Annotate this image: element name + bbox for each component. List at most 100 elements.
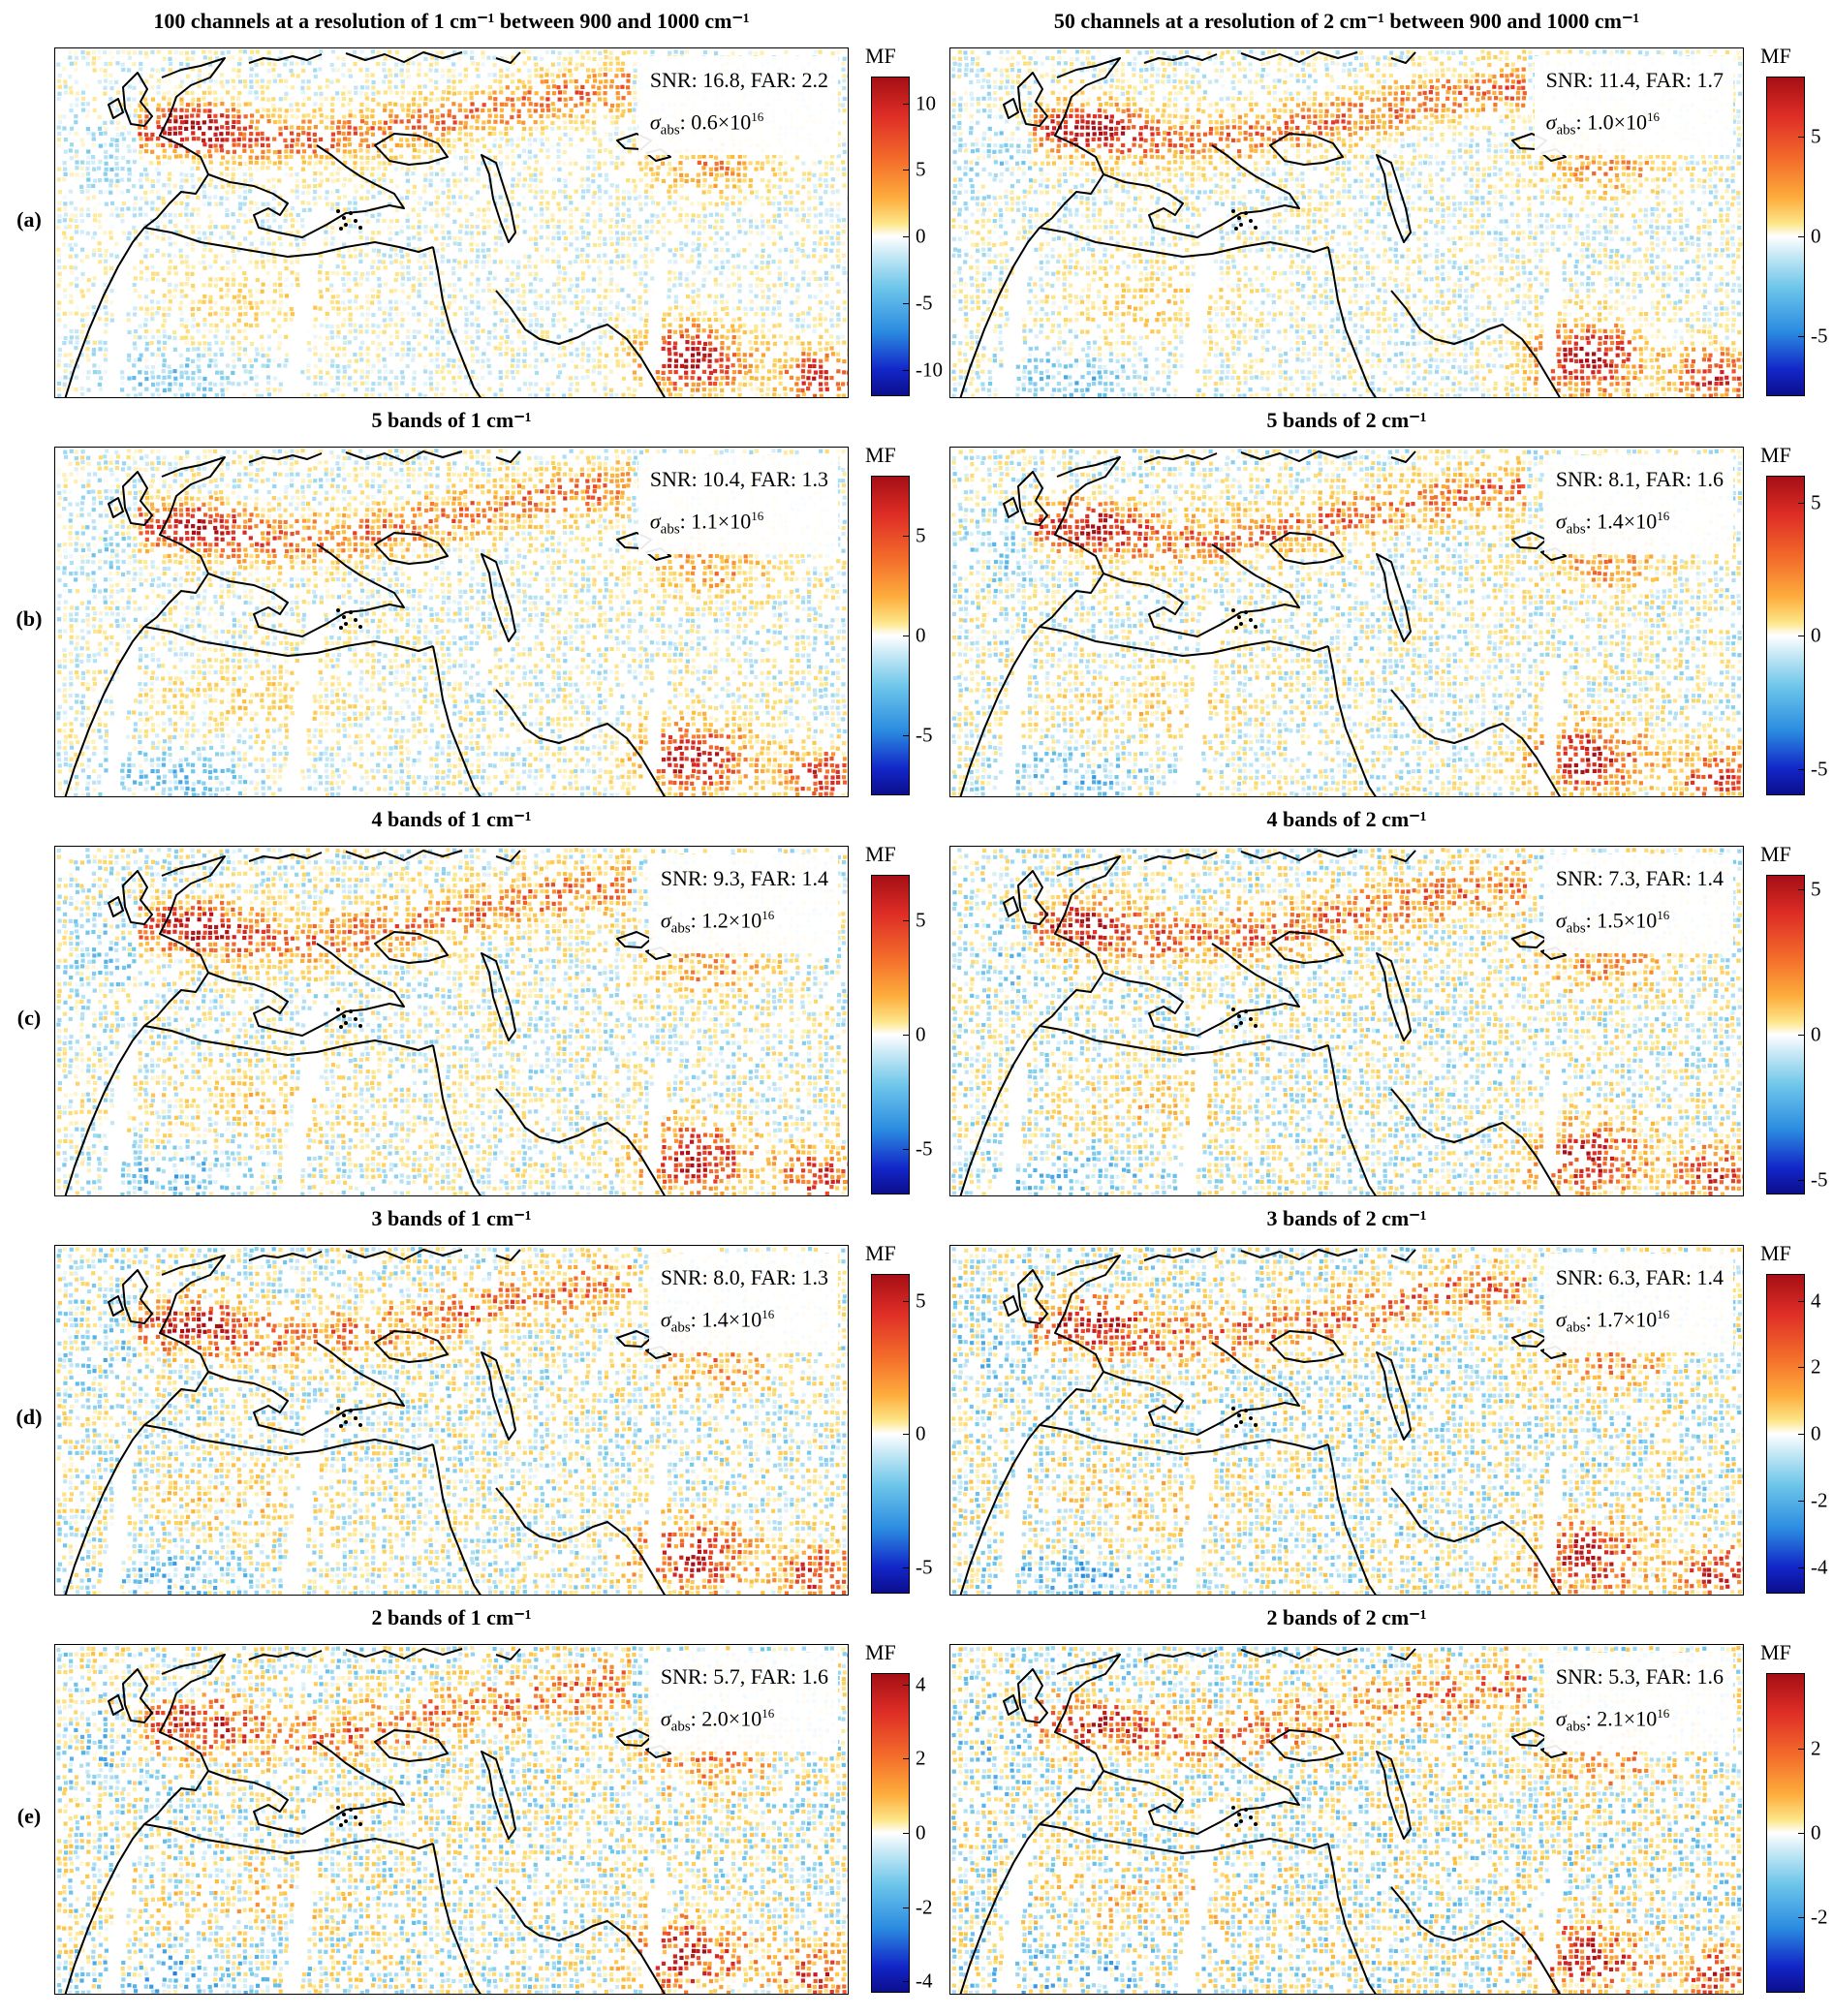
colorbar-tick-label: 2 [1811, 1737, 1821, 1761]
colorbar-tick-mark [1798, 1566, 1805, 1568]
colorbar-tick-label: 4 [1811, 1288, 1821, 1313]
colorbar-tick-mark [903, 1566, 910, 1568]
colorbar-tick-label: 5 [916, 1288, 926, 1313]
methane-map: SNR: 10.4, FAR: 1.3 σabs: 1.1×1016 [54, 447, 849, 797]
map-canvas [951, 449, 1743, 796]
colorbar-tick-mark [1798, 336, 1805, 338]
colorbar-tick-mark [903, 302, 910, 304]
colorbar-tick-label: 5 [1811, 124, 1821, 148]
sigma-abs-text: σabs: 1.2×1016 [661, 897, 828, 947]
row-label: (d) [10, 1405, 48, 1430]
retrieval-pixels [951, 848, 1743, 1195]
colorbar-tick-mark [903, 1434, 910, 1435]
map-canvas [56, 449, 848, 796]
map-panel: 2 bands of 1 cm⁻¹ SNR: 5.7, FAR: 1.6 σabs:… [54, 1605, 933, 1995]
colorbar-tick-label: 0 [1811, 1422, 1821, 1446]
colorbar-tick-label: 10 [916, 91, 936, 115]
stats-box: SNR: 5.7, FAR: 1.6 σabs: 2.0×1016 [648, 1653, 838, 1752]
map-panel: 3 bands of 2 cm⁻¹ SNR: 6.3, FAR: 1.4 σabs:… [949, 1206, 1828, 1596]
snr-far-text: SNR: 5.7, FAR: 1.6 [661, 1659, 828, 1695]
map-canvas [951, 1247, 1743, 1595]
stats-box: SNR: 8.0, FAR: 1.3 σabs: 1.4×1016 [648, 1254, 838, 1352]
colorbar-label: MF [1760, 443, 1791, 468]
panel-title: 100 channels at a resolution of 1 cm⁻¹ b… [54, 9, 849, 34]
panel-title: 5 bands of 1 cm⁻¹ [54, 408, 849, 433]
colorbar-tick-label: 0 [916, 624, 926, 648]
map-panel: 4 bands of 1 cm⁻¹ SNR: 9.3, FAR: 1.4 σabs:… [54, 807, 933, 1196]
colorbar-tick-label: 2 [1811, 1355, 1821, 1380]
panel-title: 4 bands of 1 cm⁻¹ [54, 807, 849, 832]
coastlines [64, 1249, 671, 1595]
stats-box: SNR: 8.1, FAR: 1.6 σabs: 1.4×1016 [1543, 455, 1733, 554]
coastlines [959, 1648, 1567, 1994]
colorbar-tick-mark [1798, 1300, 1805, 1302]
colorbar-tick-mark [1798, 1500, 1805, 1502]
stats-box: SNR: 6.3, FAR: 1.4 σabs: 1.7×1016 [1543, 1254, 1733, 1352]
colorbar-label: MF [865, 44, 896, 69]
stats-box: SNR: 9.3, FAR: 1.4 σabs: 1.2×1016 [648, 854, 838, 953]
colorbar-tick-label: -10 [916, 357, 943, 382]
sigma-abs-text: σabs: 2.1×1016 [1556, 1695, 1724, 1746]
stats-box: SNR: 10.4, FAR: 1.3 σabs: 1.1×1016 [637, 455, 838, 554]
row-label: (b) [10, 606, 48, 632]
stats-box: SNR: 5.3, FAR: 1.6 σabs: 2.1×1016 [1543, 1653, 1733, 1752]
colorbar-tick-mark [903, 1833, 910, 1834]
colorbar-label: MF [1760, 44, 1791, 69]
colorbar-tick-label: -5 [916, 291, 933, 315]
colorbar-tick-mark [1798, 1749, 1805, 1751]
colorbar-tick-mark [903, 170, 910, 171]
colorbar-tick-mark [1798, 889, 1805, 890]
stats-box: SNR: 16.8, FAR: 2.2 σabs: 0.6×1016 [637, 56, 838, 155]
row-label: (e) [10, 1804, 48, 1829]
sigma-abs-text: σabs: 1.1×1016 [650, 498, 828, 548]
colorbar-tick-mark [1798, 1035, 1805, 1036]
colorbar-tick-label: -4 [1811, 1555, 1828, 1579]
colorbar-tick-label: -2 [916, 1895, 933, 1919]
coastlines [959, 450, 1567, 796]
methane-map: SNR: 6.3, FAR: 1.4 σabs: 1.7×1016 [949, 1245, 1744, 1596]
methane-map: SNR: 9.3, FAR: 1.4 σabs: 1.2×1016 [54, 846, 849, 1196]
retrieval-pixels [56, 1247, 848, 1595]
colorbar-tick-label: 0 [1811, 1821, 1821, 1845]
colorbar-label: MF [865, 1640, 896, 1665]
colorbar-tick-label: 0 [916, 1422, 926, 1446]
coastlines [64, 850, 671, 1195]
snr-far-text: SNR: 10.4, FAR: 1.3 [650, 461, 828, 498]
methane-map: SNR: 8.1, FAR: 1.6 σabs: 1.4×1016 [949, 447, 1744, 797]
panel-title: 2 bands of 1 cm⁻¹ [54, 1605, 849, 1630]
colorbar-tick-mark [903, 920, 910, 922]
panel-title: 3 bands of 2 cm⁻¹ [949, 1206, 1744, 1231]
colorbar-label: MF [865, 443, 896, 468]
colorbar-label: MF [865, 1241, 896, 1266]
colorbar-tick-mark [903, 1981, 910, 1983]
snr-far-text: SNR: 11.4, FAR: 1.7 [1546, 62, 1724, 99]
colorbar-tick-label: -5 [916, 1555, 933, 1579]
sigma-abs-text: σabs: 1.5×1016 [1556, 897, 1724, 947]
colorbar-tick-mark [1798, 136, 1805, 138]
colorbar-label: MF [865, 842, 896, 867]
methane-map: SNR: 5.7, FAR: 1.6 σabs: 2.0×1016 [54, 1644, 849, 1995]
colorbar-label: MF [1760, 1640, 1791, 1665]
colorbar-tick-label: -2 [1811, 1488, 1828, 1512]
snr-far-text: SNR: 6.3, FAR: 1.4 [1556, 1259, 1724, 1296]
coastlines [959, 51, 1567, 397]
colorbar-tick-label: 2 [916, 1747, 926, 1771]
retrieval-pixels [56, 848, 848, 1195]
colorbar-tick-mark [903, 1300, 910, 1302]
coastlines [64, 51, 671, 397]
colorbar-tick-label: 0 [1811, 1023, 1821, 1047]
map-panel: 4 bands of 2 cm⁻¹ SNR: 7.3, FAR: 1.4 σabs:… [949, 807, 1828, 1196]
colorbar-tick-mark [1798, 1180, 1805, 1181]
sigma-abs-text: σabs: 2.0×1016 [661, 1695, 828, 1746]
colorbar-tick-label: -5 [1811, 1168, 1828, 1193]
colorbar-tick-label: 5 [916, 523, 926, 547]
colorbar-tick-mark [903, 1907, 910, 1908]
panel-title: 50 channels at a resolution of 2 cm⁻¹ be… [949, 9, 1744, 34]
colorbar-tick-mark [903, 236, 910, 237]
stats-box: SNR: 7.3, FAR: 1.4 σabs: 1.5×1016 [1543, 854, 1733, 953]
colorbar-tick-label: -5 [916, 724, 933, 748]
colorbar-tick-mark [903, 1035, 910, 1036]
sigma-abs-text: σabs: 1.4×1016 [1556, 498, 1724, 548]
map-panel: 50 channels at a resolution of 2 cm⁻¹ be… [949, 9, 1828, 398]
